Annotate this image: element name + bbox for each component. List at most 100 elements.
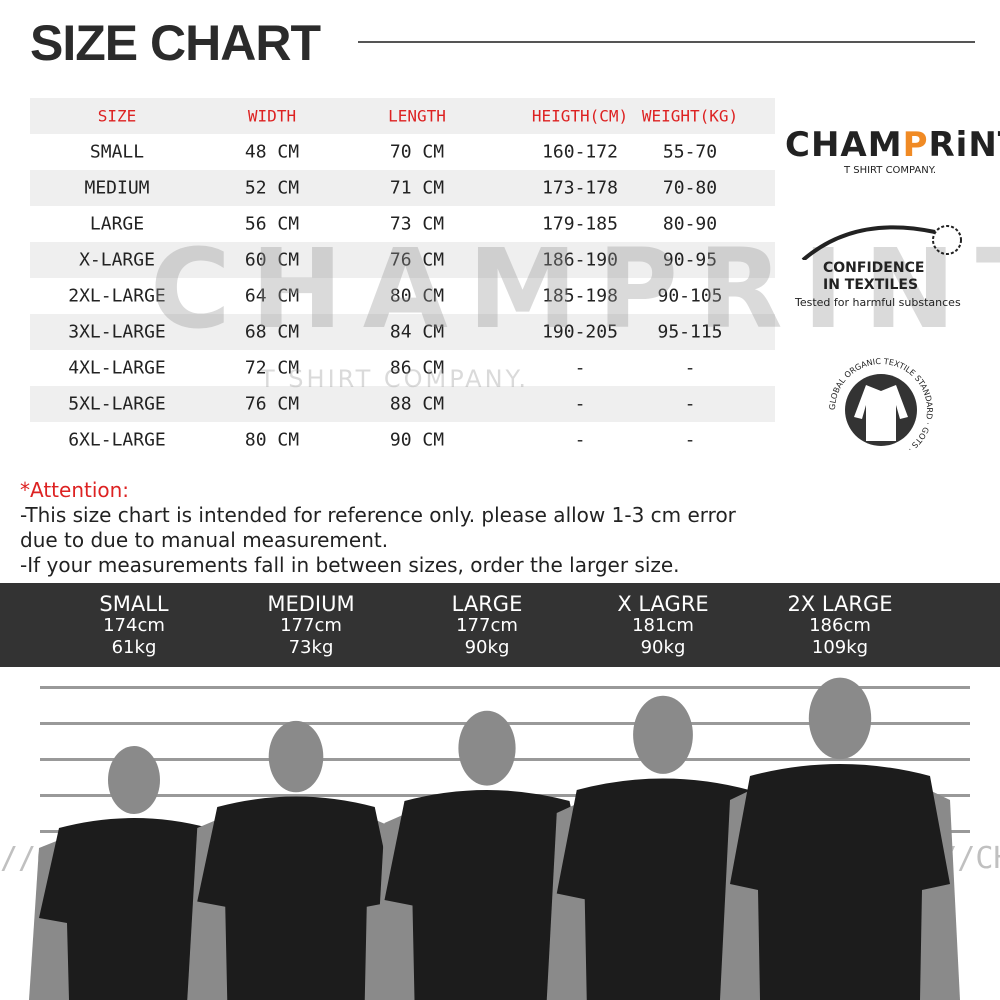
table-cell: 186-190 xyxy=(542,249,618,271)
table-cell: 72 CM xyxy=(244,357,300,379)
table-cell: SMALL xyxy=(89,141,145,163)
table-cell: 55-70 xyxy=(662,141,718,163)
table-cell: 95-115 xyxy=(657,321,723,343)
table-cell: 90 CM xyxy=(389,429,445,451)
table-row: X-LARGE 60 CM 76 CM 186-190 90-95 xyxy=(30,242,775,278)
table-cell: 3XL-LARGE xyxy=(68,321,166,343)
table-cell: 90-105 xyxy=(657,285,723,307)
table-cell: MEDIUM xyxy=(84,177,150,199)
logo-subtitle: T SHIRT COMPANY. xyxy=(843,165,937,176)
watermark-tagline: T SHIRT COMPANY. xyxy=(260,365,529,393)
table-cell: WEIGHT(KG) xyxy=(641,106,739,126)
table-cell: 76 CM xyxy=(244,393,300,415)
model-silhouette xyxy=(720,677,960,1000)
oeko-arc-icon xyxy=(801,225,962,260)
table-cell: 90-95 xyxy=(662,249,718,271)
model-height: 181cm xyxy=(632,615,694,636)
model-info: SMALL 174cm 61kg xyxy=(99,593,168,659)
model-weight: 90kg xyxy=(640,637,686,658)
model-weight: 109kg xyxy=(811,637,869,658)
table-cell: 52 CM xyxy=(244,177,300,199)
table-cell: 64 CM xyxy=(244,285,300,307)
table-cell: HEIGTH(CM) xyxy=(531,106,629,126)
table-cell: 84 CM xyxy=(389,321,445,343)
table-cell: 6XL-LARGE xyxy=(68,429,166,451)
model-info: 2X LARGE 186cm 109kg xyxy=(787,593,892,659)
table-cell: X-LARGE xyxy=(79,249,155,271)
model-info: MEDIUM 177cm 73kg xyxy=(267,593,354,659)
table-cell: SIZE xyxy=(97,106,137,126)
table-cell: LARGE xyxy=(89,213,145,235)
table-cell: LENGTH xyxy=(388,106,446,126)
table-cell: 160-172 xyxy=(542,141,618,163)
model-height: 174cm xyxy=(103,615,165,636)
table-cell: 80 CM xyxy=(389,285,445,307)
table-cell: 88 CM xyxy=(389,393,445,415)
table-cell: 179-185 xyxy=(542,213,618,235)
confidence-in-textiles-logo: CONFIDENCE IN TEXTILES Tested for harmfu… xyxy=(795,225,975,309)
height-line xyxy=(40,686,970,689)
table-cell: 70 CM xyxy=(389,141,445,163)
model-silhouette xyxy=(374,710,600,1000)
model-weight: 90kg xyxy=(464,637,510,658)
table-row: 2XL-LARGE 64 CM 80 CM 185-198 90-105 xyxy=(30,278,775,314)
table-header: SIZE WIDTH LENGTH HEIGTH(CM) WEIGHT(KG) xyxy=(30,98,775,134)
table-cell: 5XL-LARGE xyxy=(68,393,166,415)
table-cell: 48 CM xyxy=(244,141,300,163)
table-cell: 190-205 xyxy=(542,321,618,343)
attention-notes: *Attention: -This size chart is intended… xyxy=(20,478,736,578)
table-cell: - xyxy=(574,429,586,451)
table-cell: 73 CM xyxy=(389,213,445,235)
table-cell: 56 CM xyxy=(244,213,300,235)
logo-line-1: CONFIDENCE xyxy=(823,260,925,276)
table-cell: 80-90 xyxy=(662,213,718,235)
model-size: LARGE xyxy=(451,592,523,616)
model-figures: //CHAMPRINT////CHAMPRINT////CHAMPRINT///… xyxy=(0,677,1000,1000)
model-weight: 61kg xyxy=(111,637,157,658)
model-height: 186cm xyxy=(809,615,871,636)
table-cell: 71 CM xyxy=(389,177,445,199)
model-weight: 73kg xyxy=(288,637,334,658)
table-row: 3XL-LARGE 68 CM 84 CM 190-205 95-115 xyxy=(30,314,775,350)
logo-subline: Tested for harmful substances xyxy=(795,296,961,309)
logo-line-2: IN TEXTILES xyxy=(823,277,919,293)
note-line: due to due to manual measurement. xyxy=(20,528,389,552)
table-cell: - xyxy=(684,393,696,415)
model-silhouette xyxy=(29,746,239,1000)
model-silhouette xyxy=(187,720,405,1000)
table-cell: - xyxy=(684,429,696,451)
model-info: LARGE 177cm 90kg xyxy=(452,593,523,659)
model-height: 177cm xyxy=(280,615,342,636)
table-row: SMALL 48 CM 70 CM 160-172 55-70 xyxy=(30,134,775,170)
model-size: 2X LARGE xyxy=(787,592,893,616)
table-row: 4XL-LARGE 72 CM 86 CM - - xyxy=(30,350,775,386)
model-size: SMALL xyxy=(99,592,169,616)
note-line: -This size chart is intended for referen… xyxy=(20,503,736,527)
table-cell: 4XL-LARGE xyxy=(68,357,166,379)
table-cell: 68 CM xyxy=(244,321,300,343)
table-cell: - xyxy=(684,357,696,379)
table-cell: 185-198 xyxy=(542,285,618,307)
table-cell: 60 CM xyxy=(244,249,300,271)
attention-heading: *Attention: xyxy=(20,478,130,502)
size-table: SIZE WIDTH LENGTH HEIGTH(CM) WEIGHT(KG) SMALL… xyxy=(30,98,775,458)
table-cell: 173-178 xyxy=(542,177,618,199)
table-cell: - xyxy=(574,357,586,379)
table-row: LARGE 56 CM 73 CM 179-185 80-90 xyxy=(30,206,775,242)
table-cell: 86 CM xyxy=(389,357,445,379)
model-silhouette xyxy=(546,695,780,1000)
table-cell: - xyxy=(574,393,586,415)
page-title: SIZE CHART xyxy=(30,15,321,71)
title-divider xyxy=(358,41,975,43)
table-cell: 2XL-LARGE xyxy=(68,285,166,307)
logo-text-p: P xyxy=(902,125,929,165)
table-row: MEDIUM 52 CM 71 CM 173-178 70-80 xyxy=(30,170,775,206)
table-cell: 70-80 xyxy=(662,177,718,199)
note-line: -If your measurements fall in between si… xyxy=(20,553,680,577)
logo-text: CHAM xyxy=(785,125,903,165)
table-row: 6XL-LARGE 80 CM 90 CM - - xyxy=(30,422,775,458)
table-row: 5XL-LARGE 76 CM 88 CM - - xyxy=(30,386,775,422)
table-cell: 80 CM xyxy=(244,429,300,451)
